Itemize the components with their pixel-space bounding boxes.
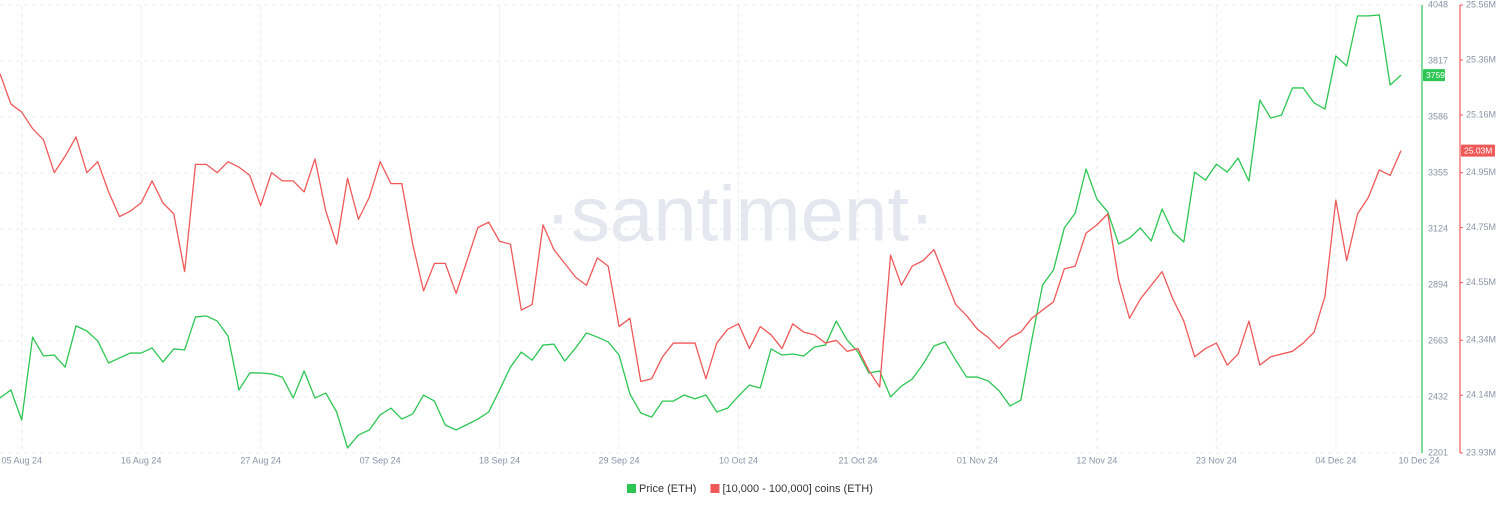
y2-tick-label: 24.95M	[1466, 167, 1496, 177]
legend-label[interactable]: [10,000 - 100,000] coins (ETH)	[722, 483, 872, 495]
series-line	[0, 14, 1402, 449]
x-tick-label: 18 Sep 24	[479, 455, 520, 465]
y2-tick-label: 23.93M	[1466, 447, 1496, 457]
value-label: 25.03M	[1464, 145, 1492, 155]
y-tick-label: 2201	[1428, 447, 1448, 457]
x-tick-label: 21 Oct 24	[838, 455, 877, 465]
legend: Price (ETH) [10,000 - 100,000] coins (ETH…	[627, 483, 873, 495]
x-tick-label: 12 Nov 24	[1076, 455, 1117, 465]
x-tick-label: 29 Sep 24	[599, 455, 640, 465]
x-tick-label: 07 Sep 24	[360, 455, 401, 465]
y2-tick-label: 24.14M	[1466, 390, 1496, 400]
x-tick-label: 16 Aug 24	[121, 455, 162, 465]
value-label-bg	[1461, 144, 1495, 157]
y-tick-label: 3817	[1428, 55, 1448, 65]
y2-tick-label: 24.34M	[1466, 335, 1496, 345]
y-tick-label: 3355	[1428, 167, 1448, 177]
watermark: ·santiment·	[545, 170, 935, 258]
x-tick-label: 01 Nov 24	[957, 455, 998, 465]
series-line	[0, 73, 1402, 388]
y-tick-label: 2894	[1428, 279, 1448, 289]
x-tick-label: 23 Nov 24	[1196, 455, 1237, 465]
y2-tick-label: 24.75M	[1466, 222, 1496, 232]
value-label-bg	[1423, 69, 1445, 82]
legend-swatch[interactable]	[710, 484, 720, 493]
y-tick-label: 3124	[1428, 223, 1448, 233]
y-tick-label: 3586	[1428, 111, 1448, 121]
y2-tick-label: 25.16M	[1466, 109, 1496, 119]
y2-tick-label: 25.36M	[1466, 54, 1496, 64]
y-tick-label: 2432	[1428, 391, 1448, 401]
x-tick-label: 27 Aug 24	[240, 455, 281, 465]
x-tick-label: 05 Aug 24	[1, 455, 42, 465]
y-tick-label: 4048	[1428, 0, 1448, 9]
x-tick-label: 04 Dec 24	[1315, 455, 1356, 465]
y-tick-label: 2663	[1428, 335, 1448, 345]
y2-tick-label: 24.55M	[1466, 277, 1496, 287]
legend-label[interactable]: Price (ETH)	[639, 483, 696, 495]
y2-tick-label: 25.56M	[1466, 0, 1496, 9]
legend-swatch[interactable]	[627, 484, 636, 493]
x-tick-label: 10 Dec 24	[1398, 455, 1439, 465]
value-label: 3759	[1426, 70, 1445, 80]
x-tick-label: 10 Oct 24	[719, 455, 758, 465]
